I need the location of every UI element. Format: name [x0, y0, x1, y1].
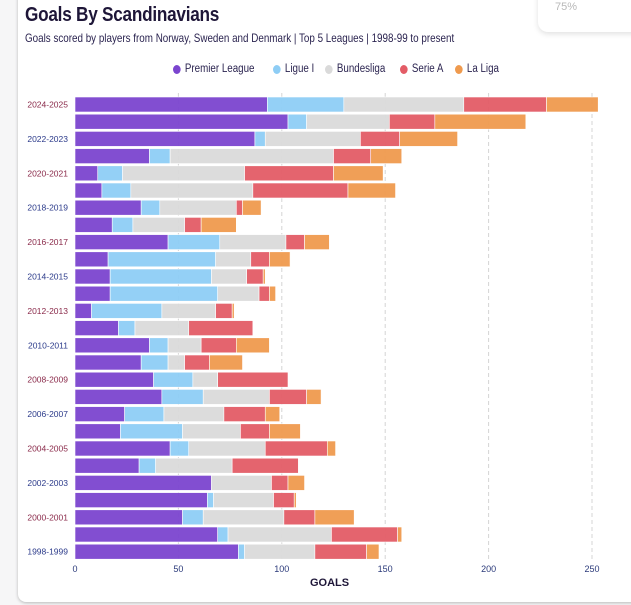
- chart-title: Goals By Scandinavians: [25, 4, 220, 26]
- legend-label: La Liga: [467, 63, 500, 75]
- legend-item-bundesliga[interactable]: Bundesliga: [325, 63, 386, 75]
- summary-value: 75%: [555, 1, 578, 13]
- legend-dot: [272, 64, 281, 74]
- x-axis-title: GOALS: [310, 577, 350, 589]
- legend-item-la-liga[interactable]: La Liga: [455, 63, 499, 75]
- legend-label: Bundesliga: [337, 63, 386, 75]
- legend-dot: [325, 64, 334, 74]
- legend-dot: [173, 64, 181, 74]
- legend-dot: [455, 64, 463, 74]
- chart-card: [18, 0, 631, 602]
- legend-item-serie-a[interactable]: Serie A: [400, 63, 444, 75]
- legend-dot: [400, 64, 408, 74]
- legend-label: Ligue I: [284, 63, 315, 75]
- legend-label: Premier League: [184, 63, 255, 75]
- legend-label: Serie A: [412, 63, 444, 75]
- summary-card: [538, 0, 631, 32]
- legend-item-ligue-i[interactable]: Ligue I: [272, 63, 315, 75]
- legend-item-premier-league[interactable]: Premier League: [173, 63, 254, 75]
- chart-subtitle: Goals scored by players from Norway, Swe…: [25, 31, 455, 45]
- legend: Premier League Ligue I Bundesliga Serie A La…: [173, 63, 499, 75]
